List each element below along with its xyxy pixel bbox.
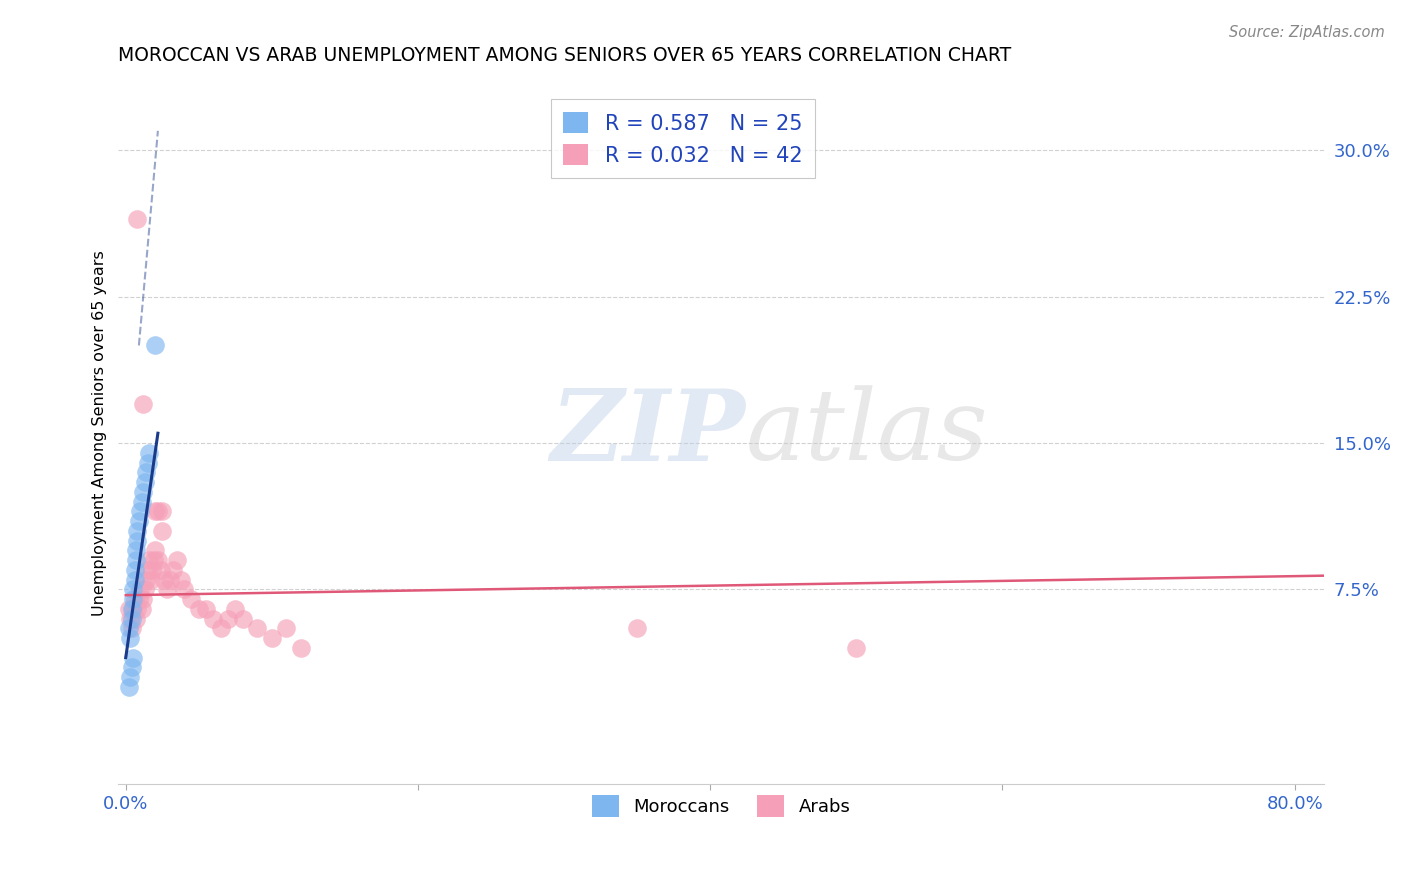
Point [132, 484, 155, 499]
Point [122, 592, 145, 607]
Point [129, 504, 152, 518]
Point [260, 631, 283, 645]
Point [195, 602, 218, 616]
Point [122, 602, 145, 616]
Legend: Moroccans, Arabs: Moroccans, Arabs [585, 789, 858, 824]
Point [224, 602, 246, 616]
Point [127, 211, 149, 226]
Point [209, 621, 232, 635]
Point [149, 563, 172, 577]
Point [135, 465, 157, 479]
Point [121, 611, 143, 625]
Point [127, 524, 149, 538]
Point [202, 611, 225, 625]
Point [125, 553, 148, 567]
Point [246, 621, 269, 635]
Point [125, 611, 148, 625]
Point [132, 397, 155, 411]
Y-axis label: Unemployment Among Seniors over 65 years: Unemployment Among Seniors over 65 years [93, 251, 107, 616]
Point [131, 602, 153, 616]
Point [128, 592, 150, 607]
Point [122, 582, 145, 597]
Point [626, 621, 648, 635]
Point [217, 611, 239, 625]
Point [162, 563, 184, 577]
Point [232, 611, 254, 625]
Point [290, 640, 312, 655]
Point [166, 553, 188, 567]
Point [120, 631, 142, 645]
Point [118, 621, 141, 635]
Point [143, 338, 166, 352]
Point [134, 582, 156, 597]
Point [127, 602, 149, 616]
Point [122, 650, 145, 665]
Point [276, 621, 298, 635]
Point [143, 504, 166, 518]
Point [118, 602, 141, 616]
Text: ZIP: ZIP [550, 385, 745, 482]
Point [138, 553, 160, 567]
Point [121, 602, 143, 616]
Point [131, 494, 153, 508]
Point [128, 514, 150, 528]
Point [143, 543, 166, 558]
Point [159, 573, 181, 587]
Text: Source: ZipAtlas.com: Source: ZipAtlas.com [1229, 25, 1385, 40]
Point [138, 446, 160, 460]
Point [173, 582, 195, 597]
Point [152, 573, 174, 587]
Point [136, 563, 159, 577]
Text: MOROCCAN VS ARAB UNEMPLOYMENT AMONG SENIORS OVER 65 YEARS CORRELATION CHART: MOROCCAN VS ARAB UNEMPLOYMENT AMONG SENI… [118, 46, 1012, 65]
Point [124, 563, 146, 577]
Point [170, 573, 193, 587]
Point [141, 563, 163, 577]
Point [139, 573, 162, 587]
Point [120, 611, 142, 625]
Point [142, 553, 165, 567]
Point [118, 680, 141, 694]
Point [120, 670, 142, 684]
Point [150, 504, 173, 518]
Point [135, 573, 157, 587]
Point [187, 602, 209, 616]
Point [124, 592, 146, 607]
Point [150, 524, 173, 538]
Point [845, 640, 868, 655]
Point [127, 533, 149, 548]
Point [180, 592, 202, 607]
Point [129, 582, 152, 597]
Point [146, 504, 169, 518]
Point [124, 573, 146, 587]
Point [125, 543, 148, 558]
Text: atlas: atlas [745, 385, 988, 481]
Point [121, 621, 143, 635]
Point [121, 660, 143, 674]
Point [146, 553, 169, 567]
Point [132, 592, 155, 607]
Point [136, 456, 159, 470]
Point [156, 582, 179, 597]
Point [134, 475, 156, 489]
